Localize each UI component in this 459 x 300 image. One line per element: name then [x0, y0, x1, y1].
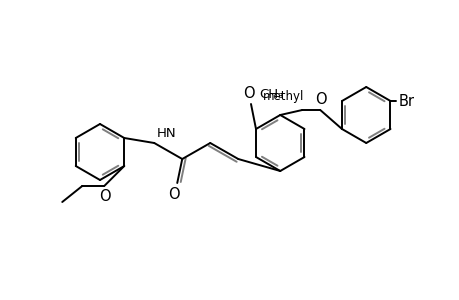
Text: O: O [168, 187, 179, 202]
Text: CH₃: CH₃ [258, 88, 283, 100]
Text: Br: Br [397, 94, 414, 109]
Text: O: O [315, 92, 326, 107]
Text: methyl: methyl [263, 89, 304, 103]
Text: O: O [99, 189, 111, 204]
Text: HN: HN [157, 127, 177, 140]
Text: O: O [243, 86, 254, 101]
